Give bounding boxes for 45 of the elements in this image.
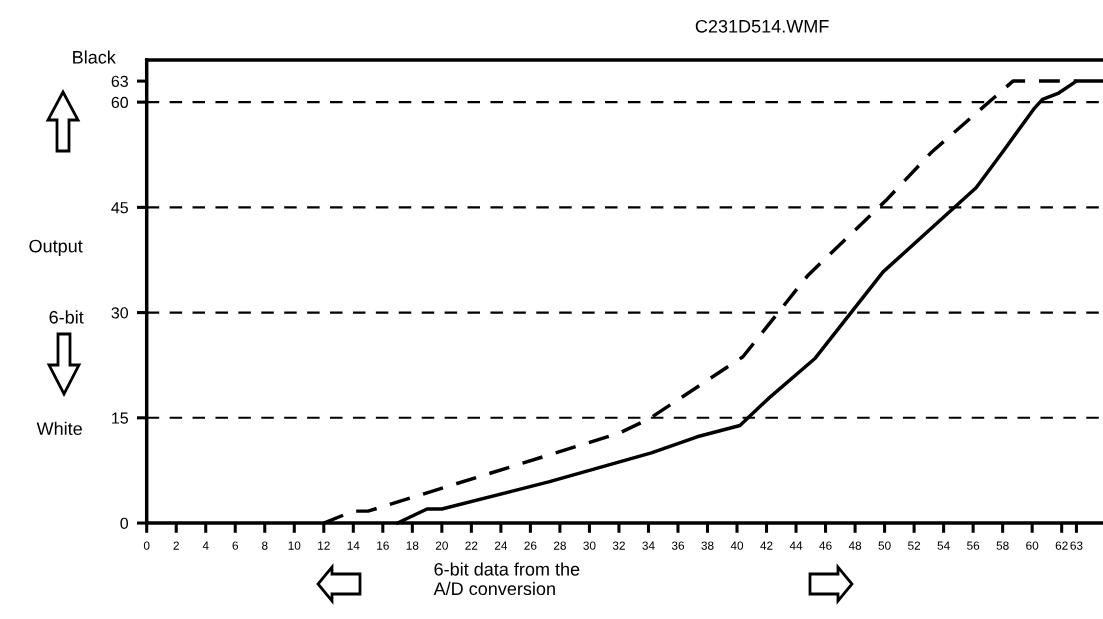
x-tick-label: 58 — [996, 541, 1009, 550]
x-tick-label: 50 — [878, 541, 891, 550]
x-tick-label: 34 — [642, 541, 655, 550]
x-tick-label: 16 — [377, 541, 389, 550]
x-tick-label: 46 — [819, 541, 832, 550]
y-tick-label: 63 — [111, 75, 128, 88]
x-tick-label: 63 — [1070, 541, 1083, 550]
x-tick-label: 26 — [524, 541, 537, 550]
x-axis-title: 6-bit data from the A/D conversion — [433, 562, 580, 596]
y-tick-label: 15 — [112, 412, 128, 424]
x-tick-label: 4 — [202, 541, 209, 550]
text: Black — [73, 50, 116, 64]
text: White — [36, 421, 82, 436]
x-tick-label: 44 — [789, 541, 803, 550]
x-tick-label: 2 — [173, 541, 179, 550]
x-tick-label: 18 — [406, 541, 419, 550]
text: Output — [29, 239, 83, 257]
x-tick-label: 30 — [583, 541, 596, 550]
x-tick-label: 32 — [612, 541, 625, 550]
x-tick-label: 54 — [937, 541, 950, 550]
text: 6-bit — [49, 310, 84, 324]
y-tick-label: 30 — [111, 307, 129, 319]
text: C231D514.WMF — [695, 19, 829, 33]
x-tick-label: 62 — [1055, 541, 1068, 550]
x-tick-label: 60 — [1026, 541, 1039, 550]
x-tick-label: 36 — [671, 541, 685, 550]
x-tick-label: 14 — [347, 541, 360, 550]
x-tick-label: 48 — [848, 541, 862, 550]
x-tick-label: 38 — [701, 541, 714, 550]
x-tick-label: 0 — [143, 541, 150, 550]
x-tick-label: 8 — [261, 541, 268, 550]
x-tick-label: 6 — [232, 541, 239, 550]
y-tick-label: 0 — [120, 517, 129, 529]
x-tick-label: 10 — [288, 541, 301, 550]
x-tick-label: 42 — [760, 541, 773, 550]
x-tick-label: 24 — [494, 541, 508, 550]
x-tick-label: 40 — [730, 541, 744, 550]
x-tick-label: 56 — [967, 541, 980, 550]
x-tick-label: 12 — [318, 541, 330, 550]
x-tick-label: 28 — [553, 541, 566, 550]
y-tick-label: 60 — [111, 96, 129, 109]
y-tick-label: 45 — [111, 202, 128, 214]
x-tick-label: 52 — [908, 541, 921, 550]
x-tick-label: 20 — [435, 541, 448, 550]
x-tick-label: 22 — [465, 541, 478, 550]
